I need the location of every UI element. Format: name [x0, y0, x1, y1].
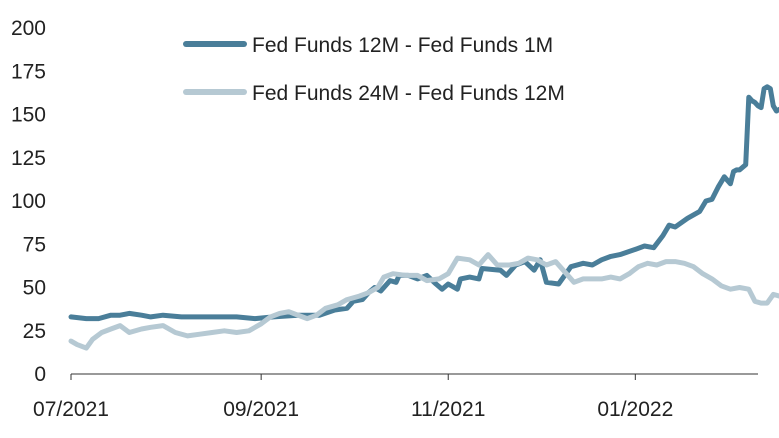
plot-area [68, 84, 779, 351]
y-tick-label: 25 [23, 320, 46, 343]
y-tick-label: 175 [11, 60, 46, 83]
y-tick-label: 100 [11, 190, 46, 213]
y-tick-label: 150 [11, 104, 46, 127]
x-tick-label: 07/2021 [33, 398, 109, 421]
series-line-1 [68, 84, 779, 322]
y-tick-label: 125 [11, 147, 46, 170]
x-tick-label: 11/2021 [411, 398, 485, 421]
series-line-2 [68, 252, 779, 351]
legend-label-2: Fed Funds 24M - Fed Funds 12M [252, 82, 565, 105]
axes: 0 25 50 75 100 125 150 175 200 07/2021 09/2021 11/2… [11, 17, 758, 421]
legend-label-1: Fed Funds 12M - Fed Funds 1M [252, 34, 553, 57]
y-tick-label: 200 [11, 17, 46, 40]
x-tick-label: 09/2021 [223, 398, 299, 421]
x-tick-label: 01/2022 [597, 398, 673, 421]
y-tick-label: 50 [23, 277, 46, 300]
y-tick-label: 0 [34, 363, 46, 386]
y-tick-label: 75 [23, 233, 46, 256]
legend: Fed Funds 12M - Fed Funds 1M Fed Funds 24… [183, 34, 565, 105]
